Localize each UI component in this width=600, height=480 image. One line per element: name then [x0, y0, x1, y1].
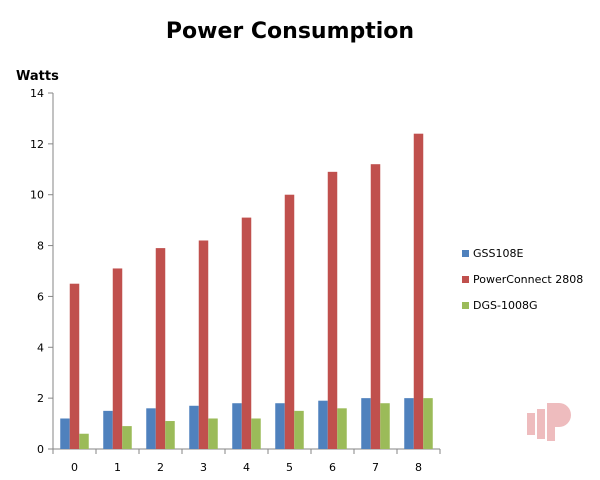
bar-dgs-1008g-6: [337, 408, 347, 449]
watermark-logo-icon: [527, 403, 571, 441]
x-tick-label: 0: [71, 461, 78, 474]
y-tick-label: 0: [37, 443, 44, 456]
bar-powerconnect-2808-1: [112, 268, 123, 449]
y-tick-label: 6: [37, 290, 44, 303]
bar-gss108e-8: [404, 398, 414, 449]
bar-gss108e-6: [318, 400, 328, 449]
bar-dgs-1008g-7: [380, 403, 390, 449]
bar-dgs-1008g-5: [294, 410, 304, 449]
bar-powerconnect-2808-5: [284, 194, 295, 449]
bar-gss108e-7: [361, 398, 371, 449]
y-tick-label: 4: [37, 341, 44, 354]
legend-swatch: [462, 302, 469, 309]
chart-title: Power Consumption: [166, 19, 414, 44]
legend-swatch: [462, 250, 469, 257]
bar-dgs-1008g-8: [423, 398, 433, 449]
bar-powerconnect-2808-6: [327, 171, 338, 449]
legend-swatch: [462, 276, 469, 283]
x-tick-label: 4: [243, 461, 250, 474]
bar-gss108e-0: [60, 418, 70, 449]
y-tick-label: 12: [30, 138, 44, 151]
y-tick-label: 14: [30, 87, 44, 100]
y-tick-label: 2: [37, 392, 44, 405]
bar-gss108e-1: [103, 410, 113, 449]
y-tick-label: 8: [37, 240, 44, 253]
bar-gss108e-3: [189, 405, 199, 449]
x-tick-label: 8: [415, 461, 422, 474]
bar-dgs-1008g-0: [79, 433, 89, 449]
bar-powerconnect-2808-2: [155, 248, 166, 449]
x-tick-label: 2: [157, 461, 164, 474]
watermark-bar: [527, 413, 535, 435]
bar-powerconnect-2808-8: [413, 133, 424, 449]
legend-label: DGS-1008G: [473, 299, 537, 312]
bar-gss108e-4: [232, 403, 242, 449]
x-tick-label: 5: [286, 461, 293, 474]
legend-label: GSS108E: [473, 247, 523, 260]
bar-powerconnect-2808-3: [198, 240, 209, 449]
bar-powerconnect-2808-4: [241, 217, 252, 449]
bar-dgs-1008g-3: [208, 418, 218, 449]
bar-dgs-1008g-4: [251, 418, 261, 449]
x-tick-label: 1: [114, 461, 121, 474]
bar-dgs-1008g-2: [165, 421, 175, 449]
y-axis-label: Watts: [16, 69, 59, 84]
bar-powerconnect-2808-7: [370, 164, 381, 449]
y-tick-label: 10: [30, 189, 44, 202]
bar-powerconnect-2808-0: [69, 283, 80, 449]
legend: GSS108E PowerConnect 2808 DGS-1008G: [462, 247, 583, 312]
bar-gss108e-5: [275, 403, 285, 449]
watermark-bar: [537, 409, 545, 439]
legend-label: PowerConnect 2808: [473, 273, 583, 286]
bar-gss108e-2: [146, 408, 156, 449]
x-tick-label: 7: [372, 461, 379, 474]
watermark-p-shape: [547, 403, 571, 441]
bar-dgs-1008g-1: [122, 426, 132, 449]
x-tick-label: 6: [329, 461, 336, 474]
x-tick-label: 3: [200, 461, 207, 474]
